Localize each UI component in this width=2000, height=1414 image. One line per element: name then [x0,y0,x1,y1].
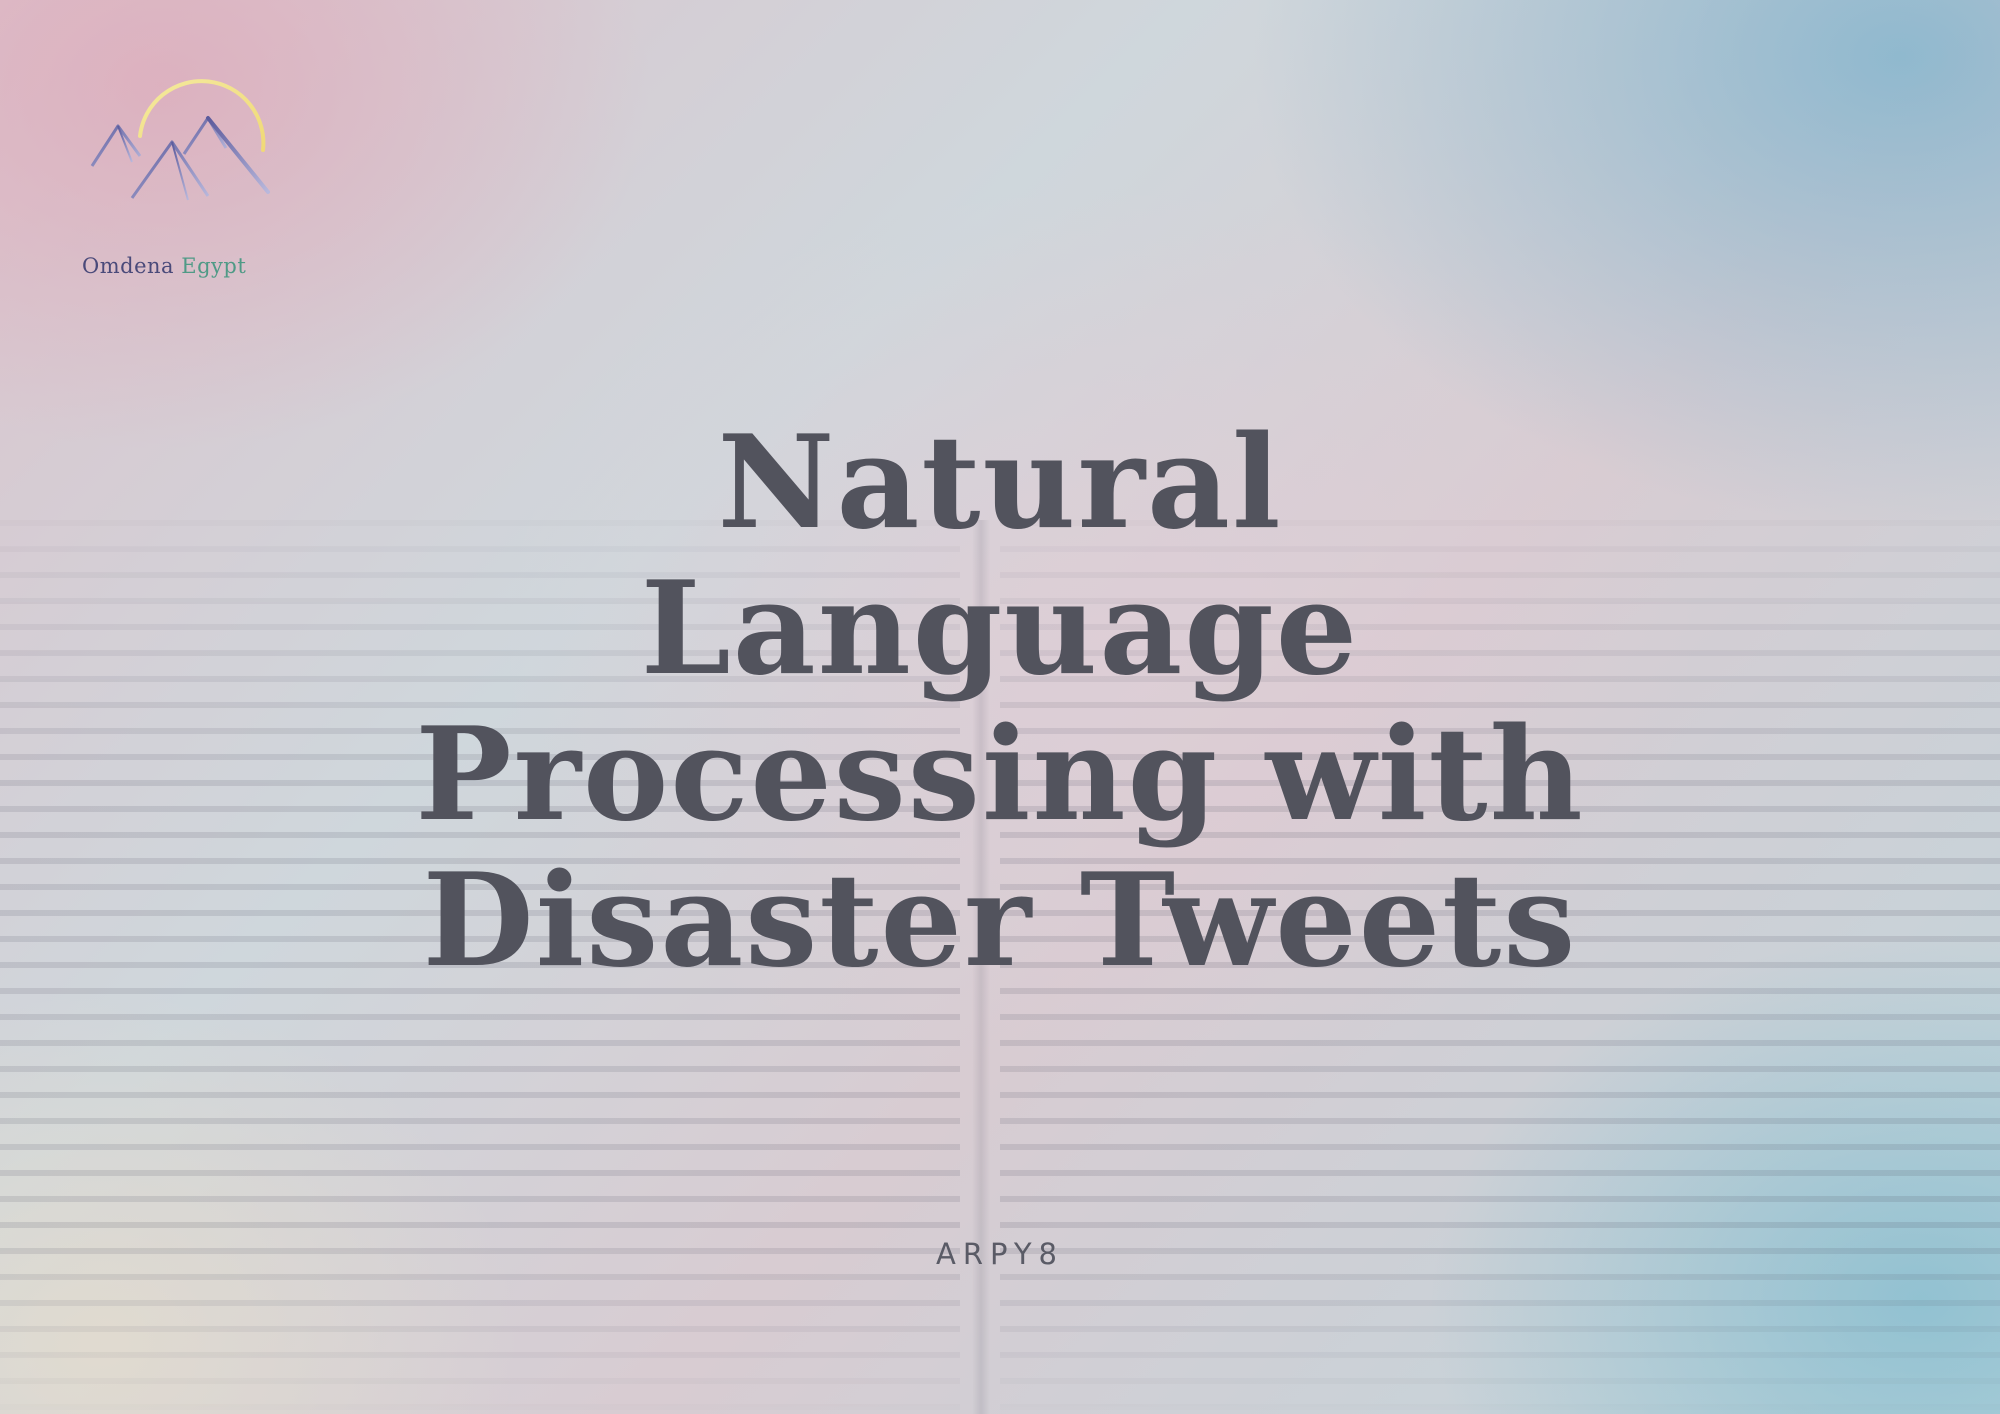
logo-wordmark-egypt: Egypt [181,254,247,278]
title-line-1: Natural [717,408,1283,558]
title-line-2: Language [640,554,1360,704]
logo-wordmark: Omdena Egypt [82,254,342,278]
author-name: ARPY8 [935,1237,1064,1271]
presentation-title: Natural Language Processing with Disaste… [0,410,2000,994]
title-line-3: Processing with [415,700,1585,850]
logo-wordmark-omdena: Omdena [82,254,175,278]
omdena-egypt-logo: Omdena Egypt [80,78,290,298]
pyramids-sun-icon [90,79,270,201]
title-line-4: Disaster Tweets [422,846,1578,996]
